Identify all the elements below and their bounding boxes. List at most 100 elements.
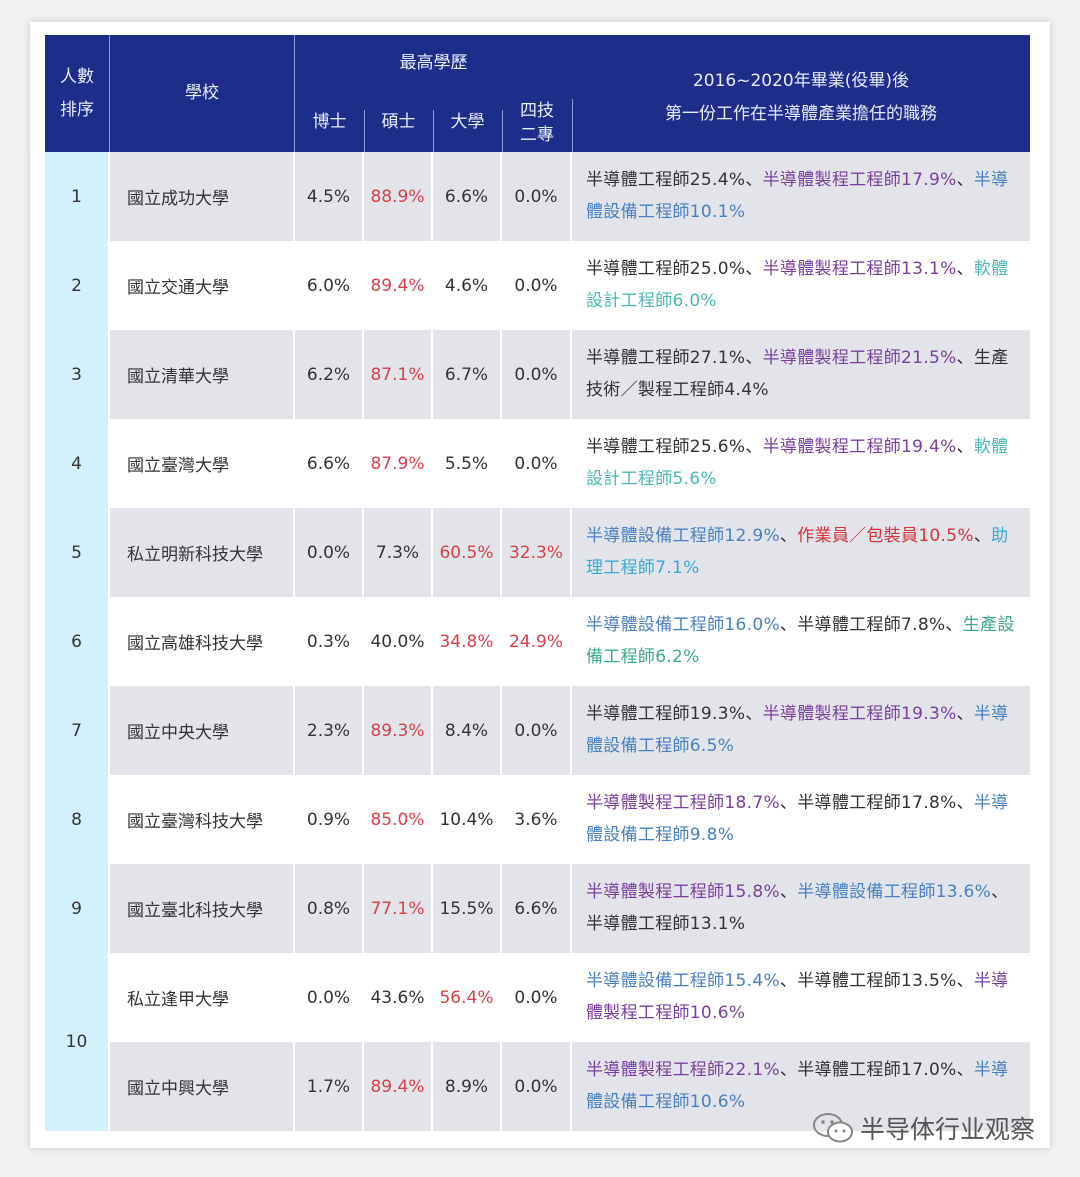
job-list: 半導體工程師25.4%、半導體製程工程師17.9%、半導體設備工程師10.1%	[572, 152, 1030, 241]
edu-univ-value: 8.4%	[433, 686, 502, 775]
job-list: 半導體工程師19.3%、半導體製程工程師19.3%、半導體設備工程師6.5%	[572, 686, 1030, 775]
job-item: 半導體工程師13.1%	[586, 914, 746, 934]
separator: 、	[779, 1060, 798, 1080]
edu-phd-value: 2.3%	[295, 686, 364, 775]
edu-phd-value: 4.5%	[295, 152, 364, 241]
header-edu-group: 最高學歷	[399, 53, 468, 73]
rank-cell: 6	[45, 597, 110, 686]
edu-tech-value: 0.0%	[502, 330, 572, 419]
job-item: 半導體設備工程師9.8%	[586, 793, 1009, 845]
job-item: 半導體設備工程師13.6%	[797, 882, 992, 902]
separator: 、	[745, 704, 763, 724]
separator: 、	[779, 526, 798, 546]
edu-master-value: 85.0%	[364, 775, 433, 864]
separator: 、	[991, 882, 1009, 902]
header-jobs-line2: 第一份工作在半導體產業擔任的職務	[665, 104, 937, 124]
edu-master-value: 77.1%	[364, 864, 433, 953]
school-name: 國立臺灣大學	[110, 419, 295, 508]
header-tech-line1: 四技	[520, 101, 554, 121]
school-name: 國立中央大學	[110, 686, 295, 775]
edu-tech-value: 0.0%	[502, 152, 572, 241]
separator: 、	[745, 437, 763, 457]
job-item: 半導體製程工程師19.4%	[762, 437, 957, 457]
job-item: 半導體製程工程師19.3%	[762, 704, 957, 724]
separator: 、	[956, 704, 974, 724]
edu-phd-value: 0.9%	[295, 775, 364, 864]
job-list: 半導體設備工程師12.9%、作業員／包裝員10.5%、助理工程師7.1%	[572, 508, 1030, 597]
watermark-text: 半导体行业观察	[860, 1115, 1036, 1144]
separator: 、	[956, 971, 974, 991]
job-item: 半導體工程師25.4%	[586, 170, 746, 190]
rank-cell: 5	[45, 508, 110, 597]
school-name: 私立逢甲大學	[110, 953, 295, 1042]
job-item: 半導體設備工程師15.4%	[586, 971, 780, 991]
job-item: 半導體製程工程師15.8%	[586, 882, 780, 902]
table-row: 5 私立明新科技大學 0.0% 7.3% 60.5% 32.3% 半導體設備工程師12.9%…	[45, 508, 1030, 597]
edu-univ-value: 10.4%	[433, 775, 502, 864]
job-item: 半導體工程師17.8%	[797, 793, 957, 813]
job-list: 半導體設備工程師16.0%、半導體工程師7.8%、生產設備工程師6.2%	[572, 597, 1030, 686]
job-item: 半導體設備工程師10.1%	[586, 170, 1009, 222]
school-name: 國立交通大學	[110, 241, 295, 330]
header-rank-line1: 人數	[60, 66, 94, 87]
separator: 、	[779, 793, 798, 813]
separator: 、	[956, 259, 974, 279]
edu-master-value: 87.9%	[364, 419, 433, 508]
header-school: 學校	[110, 35, 295, 152]
edu-phd-value: 6.2%	[295, 330, 364, 419]
separator: 、	[779, 615, 798, 635]
job-item: 生產設備工程師6.2%	[586, 615, 1015, 667]
edu-phd-value: 0.3%	[295, 597, 364, 686]
job-item: 生產技術／製程工程師4.4%	[586, 348, 1009, 400]
header-tech: 四技 二專	[502, 99, 573, 152]
edu-phd-value: 6.6%	[295, 419, 364, 508]
table-row: 8 國立臺灣科技大學 0.9% 85.0% 10.4% 3.6% 半導體製程工程師18.7%…	[45, 775, 1030, 864]
job-item: 半導體工程師25.0%	[586, 259, 746, 279]
job-item: 半導體設備工程師10.6%	[586, 1060, 1009, 1112]
edu-univ-value: 34.8%	[433, 597, 502, 686]
job-item: 半導體工程師17.0%	[797, 1060, 957, 1080]
header-phd: 博士	[295, 110, 365, 152]
job-list: 半導體設備工程師15.4%、半導體工程師13.5%、半導體製程工程師10.6%	[572, 953, 1030, 1042]
separator: 、	[956, 1060, 974, 1080]
edu-master-value: 88.9%	[364, 152, 433, 241]
edu-univ-value: 8.9%	[433, 1042, 502, 1131]
job-item: 半導體製程工程師13.1%	[762, 259, 957, 279]
separator: 、	[779, 971, 798, 991]
header-rank: 人數 排序	[45, 35, 110, 152]
job-list: 半導體製程工程師18.7%、半導體工程師17.8%、半導體設備工程師9.8%	[572, 775, 1030, 864]
job-list: 半導體製程工程師15.8%、半導體設備工程師13.6%、半導體工程師13.1%	[572, 864, 1030, 953]
edu-univ-value: 6.6%	[433, 152, 502, 241]
rank-cell: 3	[45, 330, 110, 419]
rank-cell: 7	[45, 686, 110, 775]
separator: 、	[945, 615, 963, 635]
watermark: 半导体行业观察	[812, 1110, 1035, 1146]
table-row: 9 國立臺北科技大學 0.8% 77.1% 15.5% 6.6% 半導體製程工程師15.8%…	[45, 864, 1030, 953]
job-item: 作業員／包裝員10.5%	[797, 526, 974, 546]
edu-tech-value: 0.0%	[502, 241, 572, 330]
job-list: 半導體工程師25.0%、半導體製程工程師13.1%、軟體設計工程師6.0%	[572, 241, 1030, 330]
job-list: 半導體工程師25.6%、半導體製程工程師19.4%、軟體設計工程師5.6%	[572, 419, 1030, 508]
edu-master-value: 89.4%	[364, 1042, 433, 1131]
table-row: 國立中興大學 1.7% 89.4% 8.9% 0.0% 半導體製程工程師22.1%、半導體…	[45, 1042, 1030, 1131]
separator: 、	[956, 437, 974, 457]
edu-master-value: 7.3%	[364, 508, 433, 597]
edu-phd-value: 0.0%	[295, 953, 364, 1042]
school-ranking-table: 人數 排序 學校 最高學歷 博士 碩士 大學 四技 二專 2016~2020年畢業(…	[45, 35, 1030, 1131]
separator: 、	[956, 793, 974, 813]
job-item: 半導體設備工程師6.5%	[586, 704, 1009, 756]
school-name: 國立中興大學	[110, 1042, 295, 1131]
table-body: 1 國立成功大學 4.5% 88.9% 6.6% 0.0% 半導體工程師25.4%、半導體製…	[45, 152, 1030, 1131]
edu-tech-value: 32.3%	[502, 508, 572, 597]
edu-tech-value: 6.6%	[502, 864, 572, 953]
job-item: 半導體設備工程師16.0%	[586, 615, 780, 635]
edu-master-value: 89.3%	[364, 686, 433, 775]
header-master: 碩士	[364, 110, 434, 152]
table-row: 1 國立成功大學 4.5% 88.9% 6.6% 0.0% 半導體工程師25.4%、半導體製…	[45, 152, 1030, 241]
edu-univ-value: 4.6%	[433, 241, 502, 330]
edu-master-value: 43.6%	[364, 953, 433, 1042]
edu-phd-value: 6.0%	[295, 241, 364, 330]
school-name: 國立臺灣科技大學	[110, 775, 295, 864]
separator: 、	[745, 259, 763, 279]
edu-univ-value: 56.4%	[433, 953, 502, 1042]
